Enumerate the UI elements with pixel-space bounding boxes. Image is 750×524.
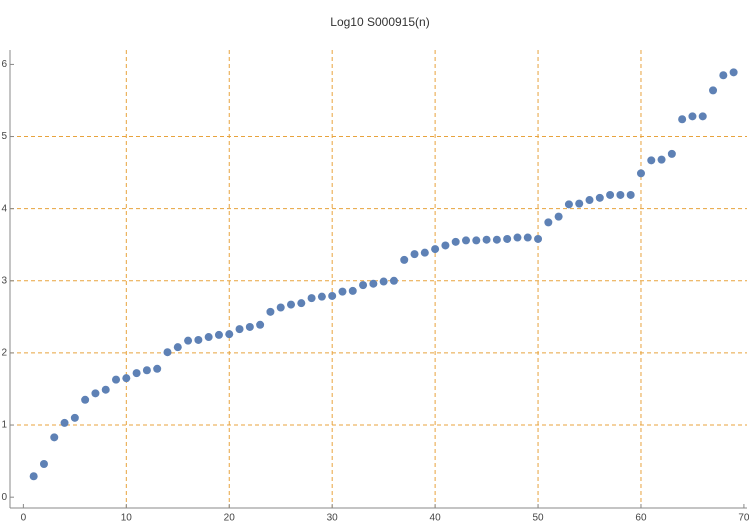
point [112, 375, 121, 384]
point [472, 236, 481, 245]
point [81, 395, 90, 404]
point [698, 112, 707, 121]
point [328, 291, 337, 300]
y-tick-label: 1 [1, 420, 7, 431]
point [214, 330, 223, 339]
point [709, 86, 718, 95]
point [132, 369, 141, 378]
x-tick-label: 40 [430, 513, 442, 524]
point [719, 71, 728, 80]
x-tick-label: 30 [327, 513, 339, 524]
point [194, 335, 203, 344]
point [276, 303, 285, 312]
point [482, 235, 491, 244]
point [451, 237, 460, 246]
point [626, 190, 635, 199]
point [523, 233, 532, 242]
y-tick-label: 4 [1, 203, 7, 214]
point [60, 418, 69, 427]
point [359, 281, 368, 290]
point [554, 212, 563, 221]
point [163, 348, 172, 357]
point [606, 190, 615, 199]
point [647, 156, 656, 165]
point [389, 276, 398, 285]
point [101, 385, 110, 394]
x-tick-label: 20 [224, 513, 236, 524]
point [204, 333, 213, 342]
point [575, 199, 584, 208]
point [348, 286, 357, 295]
point [225, 330, 234, 339]
x-tick-label: 0 [21, 513, 27, 524]
point [70, 413, 79, 422]
point [173, 343, 182, 352]
point [667, 149, 676, 158]
point [256, 320, 265, 329]
point [153, 364, 162, 373]
point [235, 325, 244, 334]
point [400, 255, 409, 264]
point [441, 241, 450, 250]
y-tick-label: 2 [1, 348, 7, 359]
point [266, 307, 275, 316]
y-tick-label: 0 [1, 492, 7, 503]
point [492, 235, 501, 244]
x-tick-label: 50 [532, 513, 544, 524]
point [636, 169, 645, 178]
point [50, 433, 59, 442]
point [245, 322, 254, 331]
x-tick-label: 70 [738, 513, 750, 524]
x-tick-label: 60 [635, 513, 647, 524]
point [585, 196, 594, 205]
point [29, 472, 38, 481]
point [688, 112, 697, 121]
point [461, 236, 470, 245]
point [142, 366, 151, 375]
point [564, 200, 573, 209]
point [431, 245, 440, 254]
point [729, 68, 738, 77]
x-tick-label: 10 [121, 513, 133, 524]
point [534, 234, 543, 243]
point [297, 299, 306, 308]
y-tick-label: 3 [1, 275, 7, 286]
point [39, 460, 48, 469]
point [307, 294, 316, 303]
point [595, 193, 604, 202]
point [379, 277, 388, 286]
point [616, 190, 625, 199]
point [678, 115, 687, 124]
point [184, 336, 193, 345]
point [91, 389, 100, 398]
point [287, 300, 296, 309]
y-tick-label: 5 [1, 131, 7, 142]
point [544, 218, 553, 227]
point [369, 279, 378, 288]
point [317, 292, 326, 301]
point [420, 248, 429, 257]
chart-title: Log10 S000915(n) [330, 15, 429, 29]
point [503, 234, 512, 243]
point [410, 250, 419, 259]
point [657, 155, 666, 164]
y-tick-label: 6 [1, 59, 7, 70]
point [338, 287, 347, 296]
point [122, 374, 131, 383]
point [513, 233, 522, 242]
